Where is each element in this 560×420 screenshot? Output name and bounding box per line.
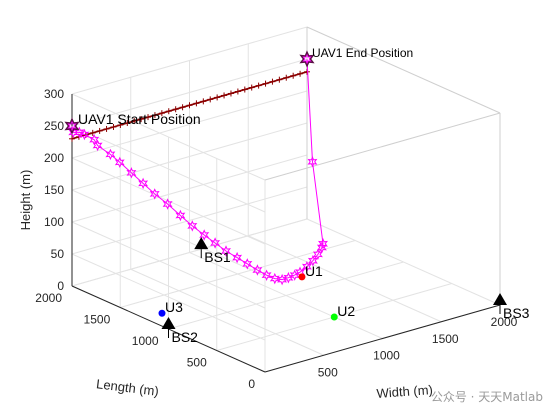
y-tick-label: 1500: [84, 313, 111, 327]
watermark: 公众号 · 天天Matlab: [431, 390, 543, 404]
path-marker-hexagram: [232, 251, 243, 264]
x-tick-label: 1000: [373, 349, 400, 363]
grid-line: [71, 218, 308, 287]
x-axis-label: Width (m): [376, 382, 433, 401]
bs3-label: BS3: [503, 305, 530, 321]
bs3-marker: [493, 293, 507, 305]
y-tick-label: 500: [187, 356, 207, 370]
z-tick-label: 0: [57, 279, 64, 293]
bs1-marker: [194, 237, 209, 250]
grid-line: [71, 93, 266, 181]
box-edge: [306, 26, 501, 114]
x-tick-label: 500: [318, 365, 338, 379]
path-marker-hexagram: [269, 272, 280, 285]
u1-marker: [298, 273, 306, 281]
grid-line: [71, 122, 308, 191]
end-position-label: UAV1 End Position: [312, 46, 413, 60]
start-position-marker: [64, 117, 80, 135]
path-marker-hexagram: [175, 209, 186, 222]
grid-line: [71, 253, 266, 341]
path-marker-hexagram: [301, 261, 312, 273]
path-marker-hexagram: [318, 237, 329, 250]
grid-line: [120, 240, 356, 308]
z-tick-label: 250: [44, 119, 64, 133]
y-tick-label: 1000: [132, 334, 159, 348]
grid-line: [71, 221, 266, 309]
grid-line: [71, 90, 308, 159]
z-tick-label: 200: [44, 151, 64, 165]
path-marker-hexagram: [126, 167, 137, 179]
path-marker-hexagram: [138, 177, 149, 190]
grid-line: [71, 125, 266, 213]
z-axis-label: Height (m): [18, 170, 33, 231]
path-marker-hexagram: [261, 269, 272, 281]
z-tick-label: 300: [44, 87, 64, 101]
grid-line: [71, 186, 308, 255]
text-layer: Height (m) Length (m) Width (m) 公众号 · 天天…: [18, 46, 543, 404]
u3-marker: [158, 309, 166, 317]
path-marker-hexagram: [307, 254, 318, 267]
path-marker-hexagram: [79, 128, 90, 141]
path-marker-hexagram: [221, 245, 232, 257]
path-marker-hexagram: [187, 220, 198, 232]
path-marker-hexagram: [210, 237, 221, 249]
y-tick-label: 2000: [35, 291, 62, 305]
path-marker-hexagram: [162, 198, 173, 210]
marker-layer: [64, 50, 507, 338]
x-tick-label: 2000: [491, 315, 518, 329]
end-position-marker: [299, 50, 315, 68]
bs2-label: BS2: [172, 329, 199, 345]
box-edge: [264, 112, 501, 181]
bs1-label: BS1: [204, 249, 231, 265]
u3-label: U3: [165, 299, 183, 315]
grid-line: [71, 154, 308, 223]
series-layer: [66, 53, 329, 286]
path-marker-hexagram: [199, 229, 210, 241]
u1-label: U1: [305, 263, 323, 279]
y-tick-label: 0: [248, 377, 255, 391]
path-marker-hexagram: [307, 156, 318, 168]
z-tick-label: 50: [51, 247, 65, 261]
path-marker-hexagram: [74, 126, 85, 139]
x-tick-label: 1500: [432, 332, 459, 346]
grid-line: [71, 189, 266, 277]
z-tick-label: 150: [44, 183, 64, 197]
path-marker-hexagram: [92, 139, 103, 152]
grid-line: [71, 26, 308, 95]
path-marker-hexagram: [252, 264, 263, 276]
u2-marker: [330, 313, 338, 321]
x-axis-line: [264, 304, 501, 373]
u2-label: U2: [337, 303, 355, 319]
start-position-label: UAV1 Start Position: [78, 111, 201, 127]
grid-line: [168, 261, 404, 330]
z-tick-label: 100: [44, 215, 64, 229]
path-marker-hexagram: [289, 269, 300, 281]
bs2-marker: [161, 317, 176, 329]
path-marker-hexagram: [149, 188, 160, 200]
path-marker-hexagram: [105, 148, 116, 161]
path-marker-hexagram: [114, 156, 125, 168]
path-marker-hexagram: [242, 258, 253, 270]
grid-line: [71, 58, 308, 127]
path-marker-hexagram: [301, 53, 312, 65]
